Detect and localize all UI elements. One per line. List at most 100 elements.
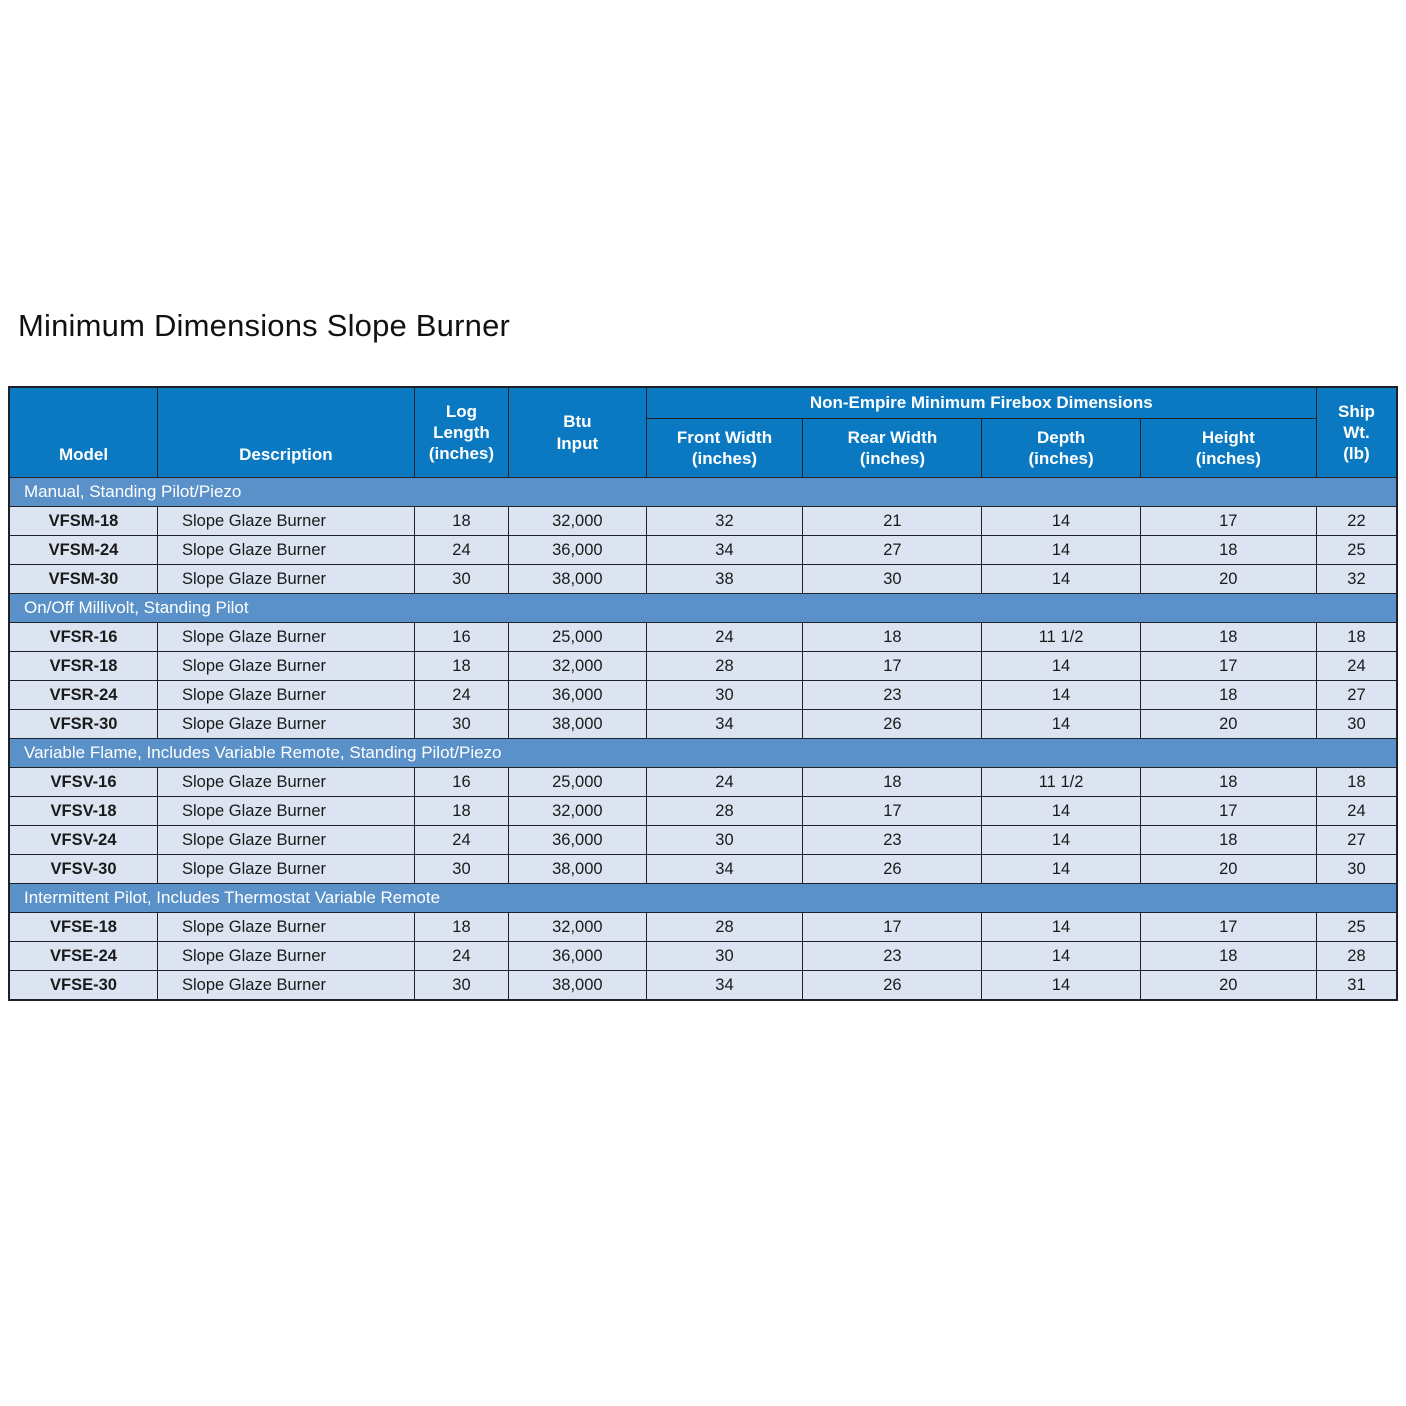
cell-front-width: 34: [645, 535, 804, 565]
spec-table: Model Description Log Length (inches) Bt…: [8, 386, 1398, 1001]
table-header: Model Description Log Length (inches) Bt…: [8, 386, 1398, 478]
column-group-header-firebox-dimensions: Non-Empire Minimum Firebox Dimensions: [645, 386, 1317, 419]
cell-log-length: 18: [413, 912, 510, 942]
cell-description: Slope Glaze Burner: [157, 535, 415, 565]
cell-ship-wt: 30: [1315, 854, 1398, 884]
cell-model: VFSM-30: [8, 564, 159, 594]
cell-rear-width: 23: [802, 941, 983, 971]
cell-model: VFSV-16: [8, 767, 159, 797]
cell-depth: 14: [981, 941, 1141, 971]
table-row: VFSE-18 Slope Glaze Burner 18 32,000 28 17 14 1…: [8, 912, 1398, 942]
cell-description: Slope Glaze Burner: [157, 680, 415, 710]
column-header-rear-width: Rear Width (inches): [802, 418, 983, 478]
cell-rear-width: 18: [802, 767, 983, 797]
section-label: Variable Flame, Includes Variable Remote…: [8, 738, 1398, 768]
cell-height: 17: [1139, 651, 1317, 681]
cell-log-length: 24: [413, 680, 510, 710]
cell-description: Slope Glaze Burner: [157, 970, 415, 1001]
cell-description: Slope Glaze Burner: [157, 941, 415, 971]
cell-btu-input: 32,000: [508, 651, 647, 681]
column-header-ship-weight: Ship Wt. (lb): [1315, 386, 1398, 478]
cell-rear-width: 18: [802, 622, 983, 652]
cell-ship-wt: 32: [1315, 564, 1398, 594]
cell-depth: 14: [981, 854, 1141, 884]
cell-front-width: 34: [645, 709, 804, 739]
section-label: On/Off Millivolt, Standing Pilot: [8, 593, 1398, 623]
cell-front-width: 30: [645, 680, 804, 710]
cell-ship-wt: 31: [1315, 970, 1398, 1001]
cell-log-length: 16: [413, 767, 510, 797]
cell-rear-width: 17: [802, 651, 983, 681]
cell-ship-wt: 28: [1315, 941, 1398, 971]
cell-front-width: 34: [645, 970, 804, 1001]
cell-model: VFSE-24: [8, 941, 159, 971]
cell-ship-wt: 25: [1315, 912, 1398, 942]
cell-depth: 14: [981, 912, 1141, 942]
section-header-row: Manual, Standing Pilot/Piezo: [8, 477, 1398, 507]
cell-description: Slope Glaze Burner: [157, 709, 415, 739]
cell-description: Slope Glaze Burner: [157, 825, 415, 855]
cell-rear-width: 17: [802, 796, 983, 826]
cell-log-length: 24: [413, 941, 510, 971]
cell-depth: 14: [981, 970, 1141, 1001]
cell-height: 17: [1139, 912, 1317, 942]
cell-btu-input: 36,000: [508, 825, 647, 855]
cell-depth: 14: [981, 651, 1141, 681]
cell-btu-input: 25,000: [508, 767, 647, 797]
cell-ship-wt: 27: [1315, 680, 1398, 710]
cell-front-width: 24: [645, 767, 804, 797]
cell-description: Slope Glaze Burner: [157, 564, 415, 594]
cell-height: 20: [1139, 854, 1317, 884]
cell-ship-wt: 24: [1315, 651, 1398, 681]
column-header-log-length: Log Length (inches): [413, 386, 510, 478]
cell-height: 20: [1139, 970, 1317, 1001]
cell-btu-input: 38,000: [508, 854, 647, 884]
section-header-row: Variable Flame, Includes Variable Remote…: [8, 738, 1398, 768]
column-header-depth: Depth (inches): [981, 418, 1141, 478]
cell-height: 18: [1139, 622, 1317, 652]
cell-btu-input: 25,000: [508, 622, 647, 652]
cell-btu-input: 38,000: [508, 970, 647, 1001]
cell-height: 20: [1139, 709, 1317, 739]
cell-front-width: 32: [645, 506, 804, 536]
cell-btu-input: 38,000: [508, 564, 647, 594]
cell-front-width: 30: [645, 825, 804, 855]
cell-btu-input: 36,000: [508, 941, 647, 971]
cell-btu-input: 32,000: [508, 506, 647, 536]
table-row: VFSV-18 Slope Glaze Burner 18 32,000 28 17 14 1…: [8, 796, 1398, 826]
table-row: VFSV-24 Slope Glaze Burner 24 36,000 30 23 14 1…: [8, 825, 1398, 855]
cell-btu-input: 36,000: [508, 680, 647, 710]
cell-model: VFSE-18: [8, 912, 159, 942]
cell-rear-width: 26: [802, 970, 983, 1001]
table-row: VFSV-30 Slope Glaze Burner 30 38,000 34 26 14 2…: [8, 854, 1398, 884]
cell-log-length: 30: [413, 564, 510, 594]
cell-depth: 14: [981, 680, 1141, 710]
cell-height: 18: [1139, 535, 1317, 565]
cell-log-length: 30: [413, 970, 510, 1001]
table-row: VFSV-16 Slope Glaze Burner 16 25,000 24 18 11 …: [8, 767, 1398, 797]
cell-ship-wt: 25: [1315, 535, 1398, 565]
column-header-description: Description: [157, 386, 415, 478]
cell-model: VFSR-18: [8, 651, 159, 681]
cell-description: Slope Glaze Burner: [157, 912, 415, 942]
cell-depth: 14: [981, 709, 1141, 739]
cell-height: 17: [1139, 506, 1317, 536]
cell-ship-wt: 22: [1315, 506, 1398, 536]
column-header-front-width: Front Width (inches): [645, 418, 804, 478]
cell-btu-input: 36,000: [508, 535, 647, 565]
page-title: Minimum Dimensions Slope Burner: [18, 308, 511, 343]
cell-ship-wt: 27: [1315, 825, 1398, 855]
cell-height: 18: [1139, 941, 1317, 971]
cell-front-width: 38: [645, 564, 804, 594]
table-row: VFSE-24 Slope Glaze Burner 24 36,000 30 23 14 1…: [8, 941, 1398, 971]
cell-depth: 14: [981, 564, 1141, 594]
cell-height: 17: [1139, 796, 1317, 826]
cell-log-length: 18: [413, 651, 510, 681]
cell-height: 20: [1139, 564, 1317, 594]
cell-rear-width: 26: [802, 854, 983, 884]
cell-front-width: 34: [645, 854, 804, 884]
cell-front-width: 28: [645, 912, 804, 942]
cell-model: VFSR-24: [8, 680, 159, 710]
section-label: Intermittent Pilot, Includes Thermostat …: [8, 883, 1398, 913]
cell-depth: 14: [981, 506, 1141, 536]
